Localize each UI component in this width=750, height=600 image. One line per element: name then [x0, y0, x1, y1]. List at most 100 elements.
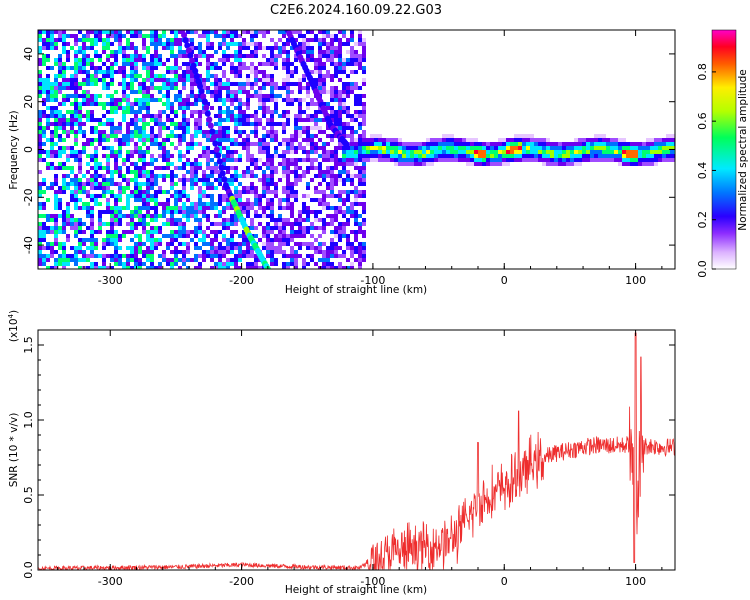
heatmap-cell	[114, 210, 118, 214]
heatmap-cell	[74, 58, 78, 62]
heatmap-cell	[318, 78, 322, 82]
heatmap-cell	[110, 34, 114, 38]
heatmap-cell	[74, 158, 78, 162]
heatmap-cell	[174, 134, 178, 138]
heatmap-cell	[190, 182, 194, 186]
heatmap-cell	[486, 154, 490, 158]
heatmap-cell	[174, 166, 178, 170]
heatmap-cell	[74, 194, 78, 198]
heatmap-cell	[418, 162, 422, 166]
heatmap-cell	[350, 46, 354, 50]
heatmap-cell	[106, 210, 110, 214]
heatmap-cell	[142, 118, 146, 122]
heatmap-cell	[326, 30, 330, 34]
heatmap-cell	[226, 178, 230, 182]
heatmap-cell	[150, 66, 154, 70]
heatmap-cell	[530, 142, 534, 146]
heatmap-cell	[622, 150, 626, 154]
satellite-track-point	[192, 67, 199, 75]
heatmap-cell	[194, 98, 198, 102]
heatmap-cell	[218, 110, 222, 114]
heatmap-cell	[314, 210, 318, 214]
heatmap-cell	[322, 258, 326, 262]
heatmap-cell	[138, 106, 142, 110]
heatmap-cell	[258, 78, 262, 82]
heatmap-cell	[658, 142, 662, 146]
heatmap-cell	[362, 182, 366, 186]
heatmap-cell	[162, 42, 166, 46]
heatmap-cell	[574, 142, 578, 146]
heatmap-cell	[266, 166, 270, 170]
heatmap-cell	[382, 150, 386, 154]
heatmap-cell	[46, 166, 50, 170]
heatmap-cell	[138, 238, 142, 242]
heatmap-cell	[158, 134, 162, 138]
heatmap-cell	[270, 118, 274, 122]
heatmap-cell	[258, 70, 262, 74]
heatmap-cell	[198, 194, 202, 198]
heatmap-cell	[86, 74, 90, 78]
heatmap-cell	[534, 154, 538, 158]
heatmap-cell	[582, 138, 586, 142]
heatmap-cell	[254, 262, 258, 266]
heatmap-cell	[234, 74, 238, 78]
heatmap-cell	[670, 146, 674, 150]
heatmap-cell	[278, 30, 282, 34]
heatmap-cell	[358, 86, 362, 90]
heatmap-cell	[182, 222, 186, 226]
colorbar-label: Normalized spectral amplitude	[737, 69, 749, 230]
heatmap-cell	[74, 106, 78, 110]
heatmap-cell	[166, 150, 170, 154]
heatmap-cell	[166, 46, 170, 50]
heatmap-cell	[206, 102, 210, 106]
heatmap-cell	[110, 218, 114, 222]
heatmap-cell	[262, 134, 266, 138]
heatmap-cell	[158, 238, 162, 242]
heatmap-cell	[286, 262, 290, 266]
heatmap-cell	[282, 50, 286, 54]
heatmap-cell	[86, 114, 90, 118]
heatmap-cell	[230, 66, 234, 70]
heatmap-cell	[362, 162, 366, 166]
heatmap-cell	[54, 46, 58, 50]
heatmap-cell	[362, 66, 366, 70]
heatmap-cell	[230, 118, 234, 122]
heatmap-cell	[162, 74, 166, 78]
heatmap-cell	[114, 206, 118, 210]
heatmap-cell	[154, 54, 158, 58]
heatmap-cell	[606, 150, 610, 154]
heatmap-cell	[166, 210, 170, 214]
heatmap-cell	[618, 162, 622, 166]
heatmap-cell	[566, 158, 570, 162]
heatmap-cell	[170, 46, 174, 50]
heatmap-cell	[90, 238, 94, 242]
heatmap-cell	[370, 138, 374, 142]
heatmap-cell	[106, 266, 110, 269]
heatmap-cell	[598, 138, 602, 142]
heatmap-cell	[202, 214, 206, 218]
heatmap-cell	[202, 34, 206, 38]
heatmap-cell	[278, 142, 282, 146]
heatmap-cell	[226, 238, 230, 242]
heatmap-cell	[198, 198, 202, 202]
heatmap-cell	[498, 138, 502, 142]
heatmap-cell	[502, 142, 506, 146]
heatmap-cell	[58, 150, 62, 154]
heatmap-cell	[62, 166, 66, 170]
heatmap-cell	[262, 30, 266, 34]
spectrogram-heatmap	[38, 30, 675, 269]
heatmap-cell	[78, 238, 82, 242]
heatmap-cell	[74, 74, 78, 78]
heatmap-cell	[346, 42, 350, 46]
heatmap-cell	[462, 158, 466, 162]
heatmap-cell	[234, 70, 238, 74]
heatmap-cell	[110, 94, 114, 98]
heatmap-cell	[138, 214, 142, 218]
heatmap-cell	[150, 234, 154, 238]
heatmap-cell	[410, 162, 414, 166]
heatmap-cell	[82, 142, 86, 146]
heatmap-cell	[350, 62, 354, 66]
heatmap-cell	[258, 62, 262, 66]
heatmap-cell	[170, 118, 174, 122]
heatmap-cell	[134, 58, 138, 62]
